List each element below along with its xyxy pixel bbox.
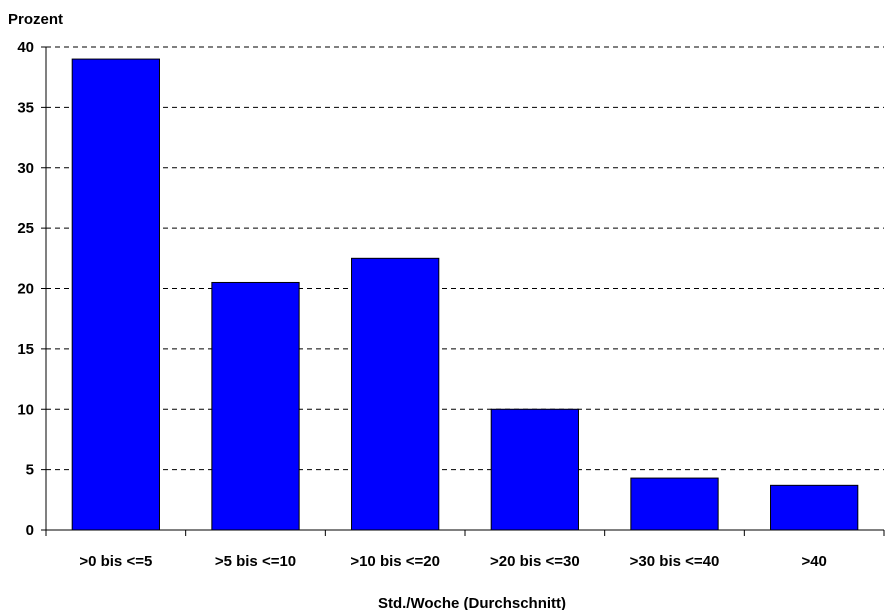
x-tick-label: >20 bis <=30 [490, 553, 580, 570]
y-tick-label: 0 [26, 522, 34, 539]
y-tick-label: 10 [17, 401, 34, 418]
bar [351, 257, 440, 531]
bar [211, 281, 300, 531]
x-tick-label: >0 bis <=5 [79, 553, 152, 570]
y-tick-label: 40 [17, 39, 34, 56]
y-tick-label: 35 [17, 99, 34, 116]
y-axis-title: Prozent [8, 11, 63, 28]
x-tick-label: >5 bis <=10 [215, 553, 296, 570]
y-tick-label: 15 [17, 341, 34, 358]
y-tick-label: 30 [17, 160, 34, 177]
grid-lines [46, 46, 884, 471]
x-axis: >0 bis <=5 >5 bis <=10 >10 bis <=20 >20 bis… [45, 529, 885, 570]
x-tick-label: >10 bis <=20 [350, 553, 440, 570]
x-tick-label: >40 [801, 553, 826, 570]
bars [71, 58, 859, 531]
x-tick-label: >30 bis <=40 [630, 553, 720, 570]
bar [490, 408, 579, 531]
y-tick-label: 25 [17, 220, 34, 237]
bar [630, 477, 719, 531]
bar [71, 58, 160, 531]
bar [770, 484, 859, 531]
y-axis: 0 5 10 15 20 25 30 35 40 [17, 39, 47, 539]
y-tick-label: 20 [17, 281, 34, 298]
x-axis-title: Std./Woche (Durchschnitt) [378, 595, 566, 610]
y-tick-label: 5 [26, 462, 34, 479]
